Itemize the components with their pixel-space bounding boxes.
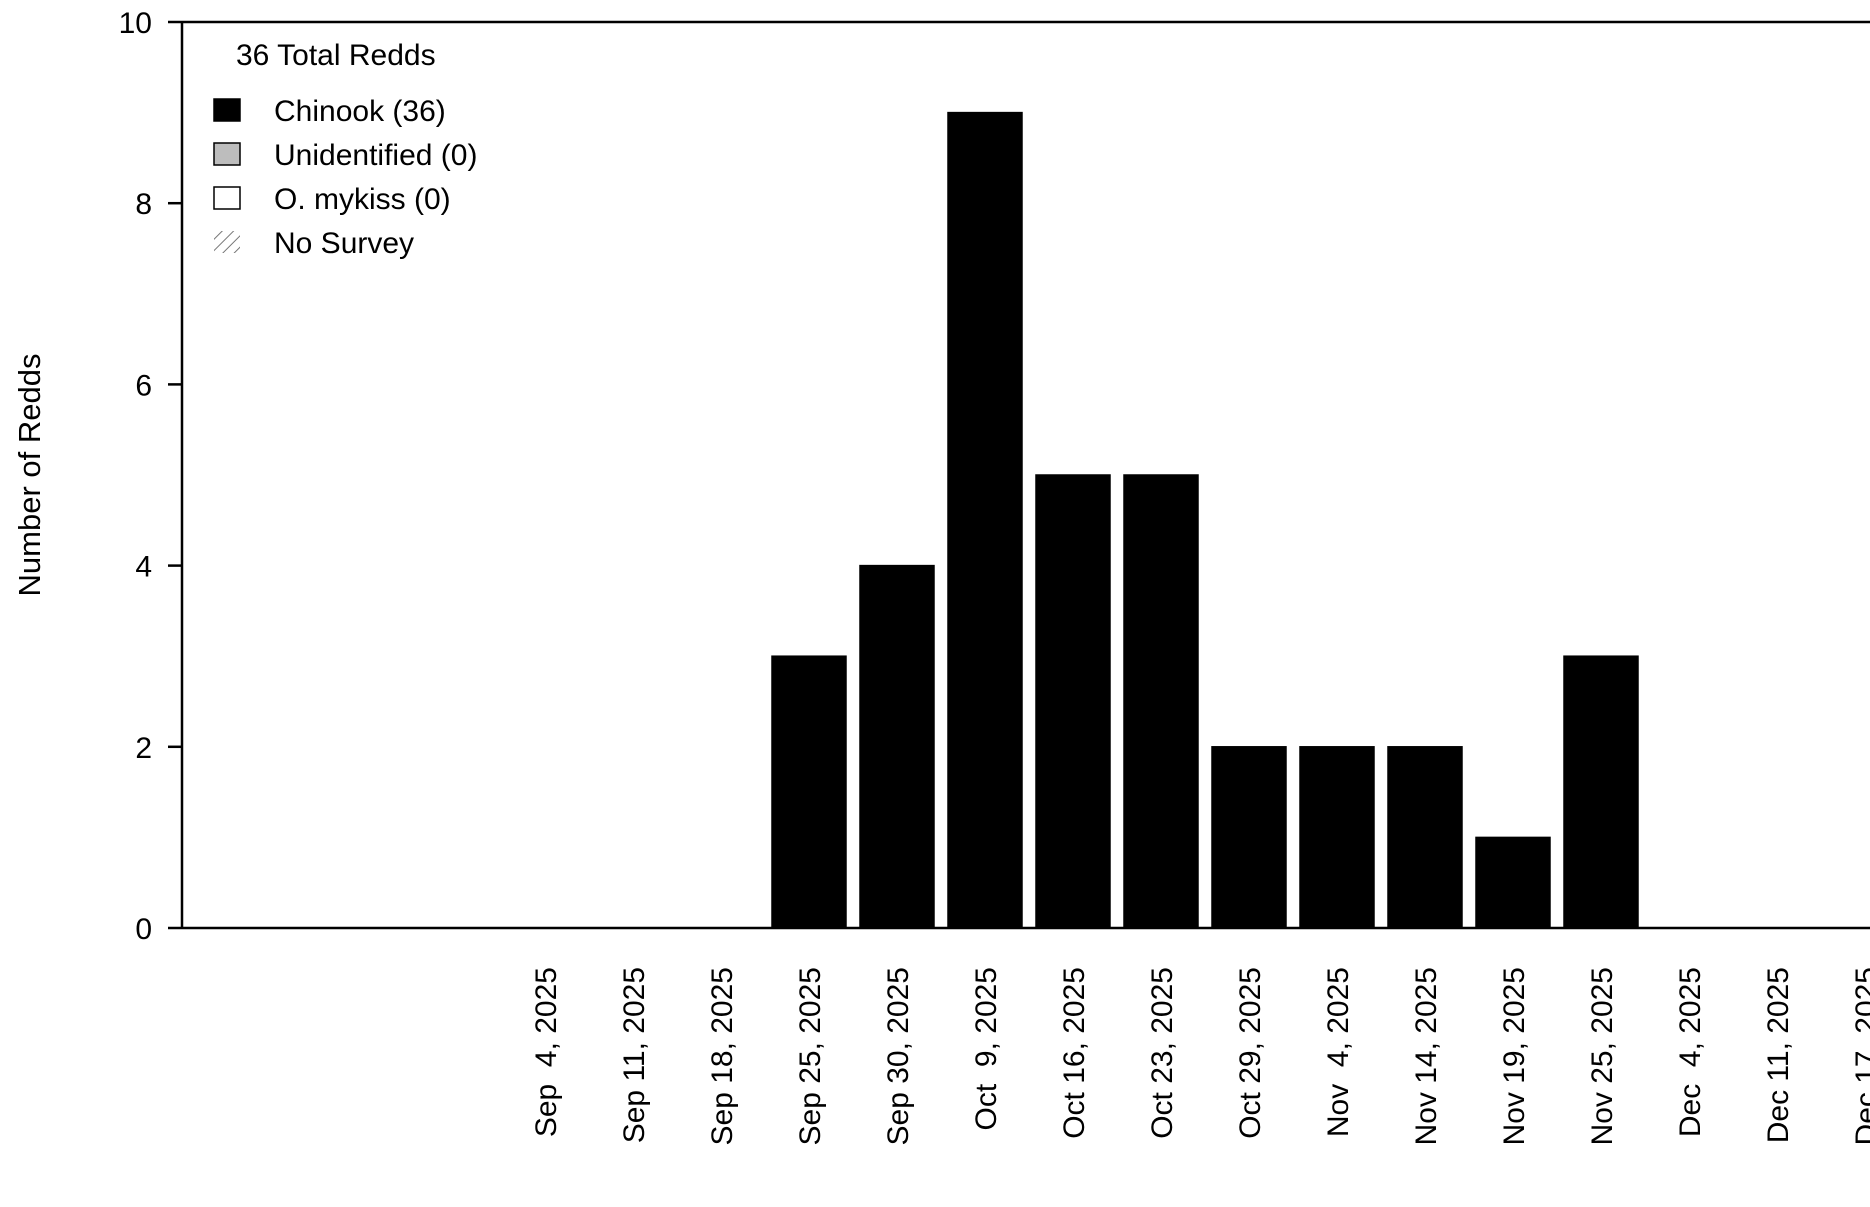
legend-items: Chinook (36) Unidentified (0) O. mykiss (0…	[213, 95, 477, 260]
legend-swatch	[213, 142, 241, 166]
x-tick-label: Dec 17, 2025	[1850, 967, 1870, 1145]
x-tick-label: Sep 11, 2025	[618, 967, 651, 1143]
y-tick-label: 4	[135, 551, 152, 584]
legend-swatch	[213, 98, 241, 122]
legend-label: Unidentified (0)	[274, 139, 477, 172]
bar-chinook	[1123, 474, 1199, 929]
x-tick-label: Nov 14, 2025	[1410, 967, 1443, 1145]
x-labels-layer: Sep 4, 2025 Sep 11, 2025 Sep 18, 2025 Sep 2…	[530, 967, 1870, 1146]
x-tick-label: Dec 11, 2025	[1762, 967, 1795, 1143]
x-tick-label: Oct 9, 2025	[970, 967, 1003, 1130]
bar-chinook	[947, 111, 1023, 929]
x-tick-label: Sep 25, 2025	[794, 967, 827, 1146]
x-tick-label: Oct 16, 2025	[1058, 967, 1091, 1139]
bar-chinook	[1299, 746, 1375, 929]
y-tick-label: 2	[135, 732, 152, 765]
legend-label: Chinook (36)	[274, 95, 446, 128]
x-tick-label: Nov 19, 2025	[1498, 967, 1531, 1145]
legend-title: 36 Total Redds	[236, 39, 436, 72]
y-tick-label: 10	[119, 7, 152, 40]
legend-label: No Survey	[274, 227, 414, 260]
legend-swatch-no-survey	[214, 231, 240, 253]
bar-chinook	[1475, 836, 1551, 929]
bars-layer	[771, 111, 1639, 929]
legend: 36 Total Redds Chinook (36) Unidentified …	[213, 39, 477, 260]
y-tick-label: 0	[135, 913, 152, 946]
legend-label: O. mykiss (0)	[274, 183, 451, 216]
y-ticks-layer: 0 2 4 6 8 10	[119, 7, 182, 946]
x-tick-label: Nov 4, 2025	[1322, 967, 1355, 1137]
x-tick-label: Nov 25, 2025	[1586, 967, 1619, 1145]
bar-chinook	[1211, 746, 1287, 929]
y-axis-label: Number of Redds	[12, 354, 47, 597]
bar-chinook	[771, 655, 847, 929]
x-tick-label: Oct 29, 2025	[1234, 967, 1267, 1139]
legend-swatch	[213, 186, 241, 210]
bar-chinook	[1035, 474, 1111, 929]
x-tick-label: Oct 23, 2025	[1146, 967, 1179, 1139]
bar-chinook	[859, 564, 935, 929]
x-tick-label: Sep 30, 2025	[882, 967, 915, 1146]
bar-chinook	[1387, 746, 1463, 929]
x-tick-label: Dec 4, 2025	[1674, 967, 1707, 1137]
y-tick-label: 6	[135, 369, 152, 402]
bar-chinook	[1563, 655, 1639, 929]
x-tick-label: Sep 18, 2025	[706, 967, 739, 1146]
x-tick-label: Sep 4, 2025	[530, 967, 563, 1137]
y-tick-label: 8	[135, 188, 152, 221]
